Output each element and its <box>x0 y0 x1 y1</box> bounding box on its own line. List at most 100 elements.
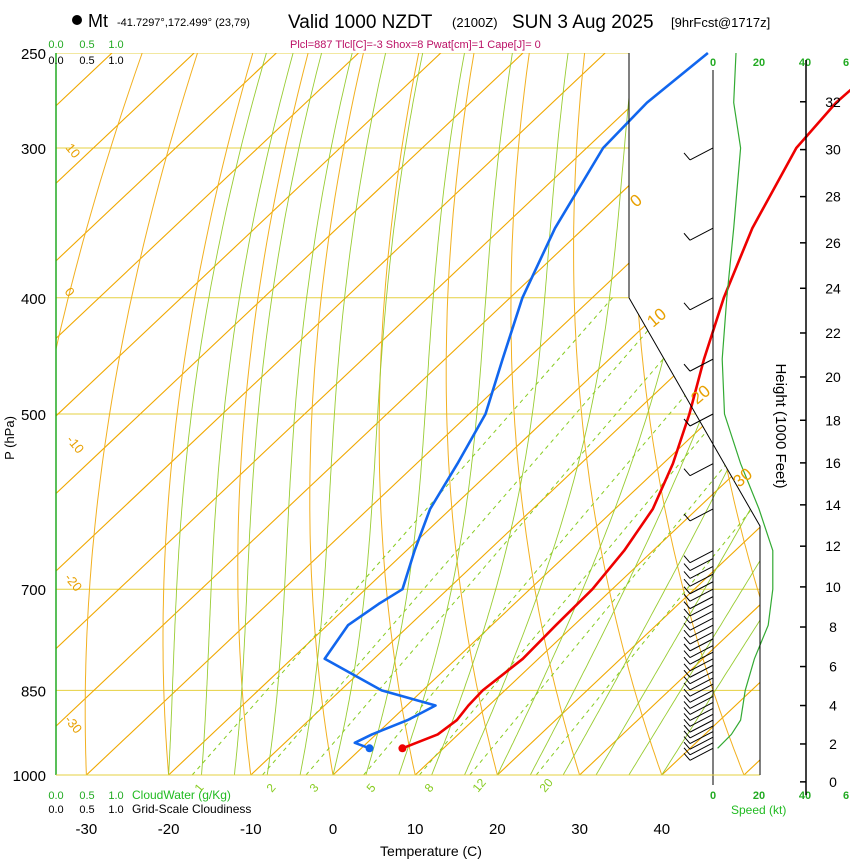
wind-barb <box>689 651 714 665</box>
mixing-ratio-label: 3 <box>307 781 322 795</box>
wind-barb <box>689 731 714 745</box>
moist-adiabat-line <box>168 53 267 775</box>
mixing-ratio-line <box>535 297 760 775</box>
speed-tick-bottom: 6 <box>843 790 849 802</box>
isotherm-line <box>414 53 760 775</box>
speed-tick-bottom: 20 <box>753 790 765 802</box>
dry-adiabat-line <box>162 53 290 775</box>
wind-barb-flag <box>683 593 691 602</box>
pressure-tick-label: 700 <box>21 582 46 599</box>
wind-barb <box>689 565 714 579</box>
utc-time: (2100Z) <box>452 15 498 30</box>
mixing-ratio-label: 20 <box>537 775 557 794</box>
x-axis-label: Temperature (C) <box>380 843 482 859</box>
y-axis-label: P (hPa) <box>2 416 17 460</box>
isotherm-label: -30 <box>62 712 86 736</box>
wind-barb-flag <box>683 669 691 678</box>
cloud-water-tick-bottom: 1.0 <box>108 790 123 802</box>
profile-line-dewpoint <box>323 51 709 750</box>
wind-barb-flag <box>683 695 691 703</box>
dry-adiabat-line <box>749 53 760 775</box>
moist-adiabat-line <box>562 53 760 775</box>
wind-barb <box>689 550 714 564</box>
wind-barb-flag <box>683 747 691 756</box>
dry-adiabat-line <box>378 53 446 775</box>
wind-barb-flag <box>683 563 691 571</box>
pressure-tick-label: 300 <box>21 141 46 158</box>
cloud-water-tick-top: 1.0 <box>108 39 123 51</box>
wind-barb-flag <box>683 724 691 733</box>
moist-adiabat-line <box>398 53 513 775</box>
moist-adiabat-line <box>299 53 387 775</box>
temperature-tick-label: -20 <box>158 821 180 838</box>
isotherm-line <box>86 53 760 775</box>
grid-layer <box>56 53 760 775</box>
wind-barb <box>689 638 714 652</box>
wind-barb <box>689 631 714 645</box>
wind-barb-flag <box>683 682 691 691</box>
isotherm-line <box>250 53 760 775</box>
wind-barb <box>689 702 714 715</box>
speed-tick-top: 40 <box>799 57 811 69</box>
wind-barb <box>689 742 714 756</box>
tropopause-border <box>628 297 761 775</box>
moist-adiabat-line <box>661 53 760 775</box>
cloudiness-tick-bottom: 0.5 <box>79 804 94 816</box>
forecast-date: SUN 3 Aug 2025 <box>512 12 654 33</box>
wind-barb <box>689 713 714 727</box>
theta-label: 10 <box>643 304 670 331</box>
mixing-ratio-line <box>305 297 717 775</box>
wind-barb-flag <box>683 302 691 311</box>
moist-adiabat-line <box>464 53 634 775</box>
isotherm-label: 0 <box>62 284 78 299</box>
wind-barb-flag <box>683 363 691 372</box>
dry-adiabat-line <box>692 53 760 775</box>
isotherm-label: 10 <box>63 140 84 161</box>
isotherm-line <box>579 53 760 775</box>
mixing-ratio-label: 2 <box>264 781 279 795</box>
pressure-tick-label: 400 <box>21 291 46 308</box>
temperature-tick-label: 10 <box>407 821 424 838</box>
moist-adiabat-line <box>365 53 465 775</box>
isotherm-line <box>661 53 760 775</box>
wind-barb <box>689 227 714 241</box>
wind-barb-flag <box>683 571 691 579</box>
wind-barb <box>689 508 714 522</box>
height-tick-label: 6 <box>829 659 837 675</box>
isotherm-line <box>332 53 760 775</box>
wind-barb <box>689 297 714 311</box>
wind-barb-flag <box>683 676 691 684</box>
dry-adiabat-line <box>84 53 239 775</box>
speed-tick-top: 6 <box>843 57 849 69</box>
height-tick-label: 12 <box>825 538 841 554</box>
height-tick-label: 16 <box>825 455 841 471</box>
moist-adiabat-line <box>233 53 323 775</box>
wind-barb-flag <box>683 636 691 645</box>
dry-adiabat-line <box>445 53 505 775</box>
pressure-tick-label: 1000 <box>13 768 46 785</box>
moist-adiabat-line <box>332 53 424 775</box>
cloudiness-tick-top: 0.5 <box>79 55 94 67</box>
temperature-tick-label: -30 <box>76 821 98 838</box>
wind-barb <box>689 658 714 672</box>
moist-adiabat-line <box>431 53 569 775</box>
wind-barb-flag <box>683 643 691 652</box>
wind-barb-flag <box>683 468 691 476</box>
valid-time: Valid 1000 NZDT <box>288 12 433 33</box>
grid-clip-group <box>56 53 760 775</box>
wind-barb-flag <box>683 152 691 161</box>
mixing-ratio-label: 12 <box>470 775 490 794</box>
height-tick-label: 8 <box>829 619 837 635</box>
station-coords: -41.7297°,172.499° (23,79) <box>117 17 250 29</box>
profile-layer <box>323 51 850 753</box>
wind-barb <box>689 689 714 703</box>
pressure-tick-label: 850 <box>21 683 46 700</box>
wind-barb-flag <box>683 688 691 697</box>
wind-barb-flag <box>683 741 691 750</box>
isotherm-line <box>56 53 395 775</box>
cloudiness-tick-bottom: 0.0 <box>48 804 63 816</box>
wind-barb-flag <box>683 629 691 638</box>
wind-barb <box>689 719 714 733</box>
height-tick-label: 26 <box>825 235 841 251</box>
